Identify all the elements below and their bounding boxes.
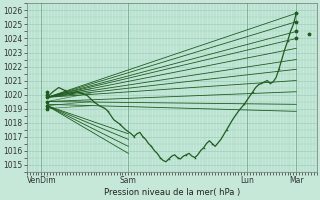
X-axis label: Pression niveau de la mer( hPa ): Pression niveau de la mer( hPa ) <box>104 188 240 197</box>
